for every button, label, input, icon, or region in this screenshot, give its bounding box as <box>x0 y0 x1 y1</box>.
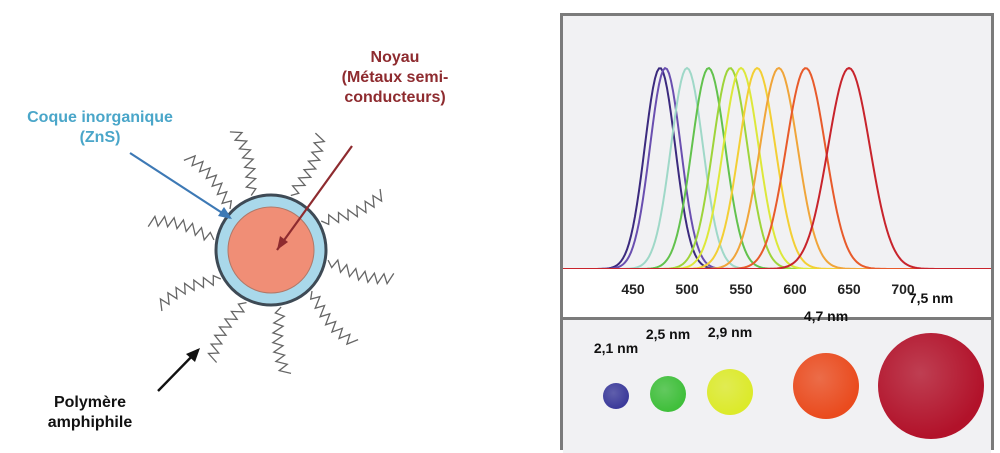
polymer-chain <box>290 132 326 197</box>
shell-label-line2: (ZnS) <box>79 129 121 146</box>
core-arrow-head <box>277 236 288 250</box>
quantum-dot-particle <box>878 333 984 439</box>
emission-curve <box>563 66 991 270</box>
wavelength-tick: 500 <box>675 281 699 297</box>
polymer-chain <box>183 154 233 210</box>
emission-curve <box>563 67 991 270</box>
emission-curve <box>563 66 991 270</box>
wavelength-tick: 550 <box>729 281 753 297</box>
shell-arrow <box>129 152 231 219</box>
quantum-dot-particle <box>650 376 686 412</box>
particle-size-label: 2,1 nm <box>593 340 639 356</box>
polymer-chains <box>147 131 395 375</box>
emission-curve <box>563 66 991 270</box>
wavelength-tick: 650 <box>837 281 861 297</box>
emission-curve <box>563 66 991 270</box>
emission-curve <box>563 67 991 270</box>
emission-spectra <box>563 66 991 270</box>
wavelength-tick: 600 <box>783 281 807 297</box>
particle-size-label: 2,5 nm <box>645 326 691 342</box>
particle-size-label: 2,9 nm <box>707 324 753 340</box>
polymer-chain <box>327 258 395 286</box>
shell-arrow-head <box>218 207 232 219</box>
particle-size-label: 7,5 nm <box>908 290 954 306</box>
core-label: Noyau (Métaux semi- conducteurs) <box>290 48 500 108</box>
quantum-dot-particle <box>793 353 859 419</box>
shell-label: Coque inorganique (ZnS) <box>0 108 200 148</box>
quantum-dot-schematic <box>129 131 395 392</box>
polymer-chain <box>309 290 359 346</box>
emission-curve <box>563 66 991 270</box>
shell-label-line1: Coque inorganique <box>27 109 173 126</box>
polymer-chain <box>147 214 215 242</box>
semiconductor-core <box>227 206 315 294</box>
wavelength-axis <box>563 269 991 317</box>
polymer-label: Polymère amphiphile <box>0 393 180 433</box>
polymer-chain <box>207 301 247 363</box>
particle-size-row: 2,1 nm 2,5 nm 2,9 nm 4,7 nm 7,5 nm <box>563 290 991 453</box>
core-label-line3: conducteurs) <box>344 89 446 106</box>
polymer-label-line1: Polymère <box>53 394 127 411</box>
core-label-line2: (Métaux semi- <box>341 69 449 86</box>
emission-curve <box>563 66 991 270</box>
polymer-chain <box>271 306 292 375</box>
emission-curve <box>563 67 991 270</box>
polymer-arrow-head <box>186 348 200 362</box>
quantum-dot-particle <box>603 383 629 409</box>
wavelength-tick: 450 <box>621 281 645 297</box>
quantum-dot-particle <box>707 369 753 415</box>
polymer-label-line2: amphiphile <box>47 414 133 431</box>
core-label-line1: Noyau <box>370 49 420 66</box>
particle-size-label: 4,7 nm <box>803 308 849 324</box>
wavelength-tick: 700 <box>891 281 915 297</box>
core-arrow <box>276 145 353 251</box>
polymer-chain <box>320 188 383 226</box>
polymer-chain <box>229 131 258 196</box>
polymer-chain <box>159 274 222 312</box>
emission-curve <box>563 66 991 270</box>
panel-divider <box>563 317 991 320</box>
emission-panel: 450 500 550 600 650 700 2,1 nm 2,5 nm 2,9 nm 4,7… <box>560 13 994 453</box>
